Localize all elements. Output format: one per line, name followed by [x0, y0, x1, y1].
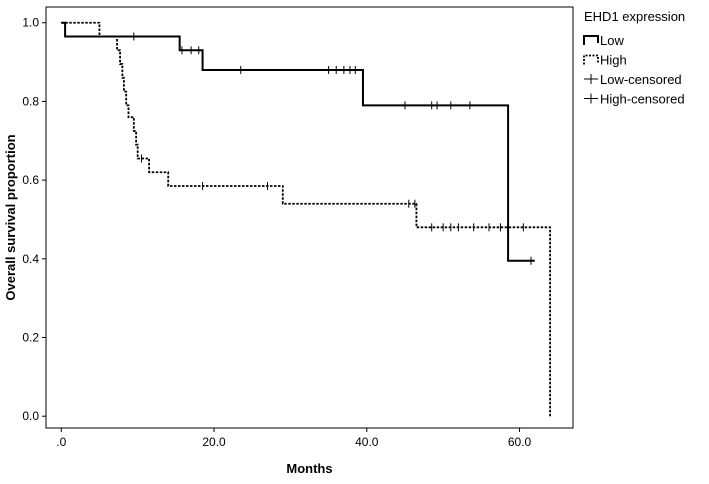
y-tick-label: 1.0 [22, 16, 39, 30]
legend-entries: Low High Low-censored High-censored [583, 33, 685, 107]
legend: EHD1 expression Low High Low-censored High-… [583, 9, 685, 107]
x-tick-label: .0 [56, 435, 66, 449]
legend-label: High-censored [600, 92, 685, 107]
legend-title: EHD1 expression [584, 9, 685, 24]
legend-label: Low [600, 33, 624, 48]
y-tick-label: 0.8 [22, 94, 39, 108]
axes: .0 20.0 40.0 60.0 0.0 0.2 0.4 0.6 0.8 1.0 [22, 16, 531, 449]
y-tick-label: 0.2 [22, 331, 39, 345]
legend-label: Low-censored [600, 72, 682, 87]
y-tick-label: 0.0 [22, 409, 39, 423]
x-tick-label: 20.0 [202, 435, 226, 449]
legend-swatch-step [583, 54, 599, 65]
plot-frame [45, 6, 574, 429]
y-tick-label: 0.6 [22, 173, 39, 187]
x-tick-label: 60.0 [508, 435, 532, 449]
series-layer [61, 21, 551, 417]
legend-label: High [600, 53, 627, 68]
x-axis-title: Months [286, 461, 332, 476]
y-tick-label: 0.4 [22, 252, 39, 266]
series-line-high [61, 21, 551, 417]
y-axis-title: Overall survival proportion [3, 134, 18, 300]
x-tick-label: 40.0 [355, 435, 379, 449]
series-line-low [61, 21, 535, 262]
legend-swatch-step [583, 35, 599, 45]
